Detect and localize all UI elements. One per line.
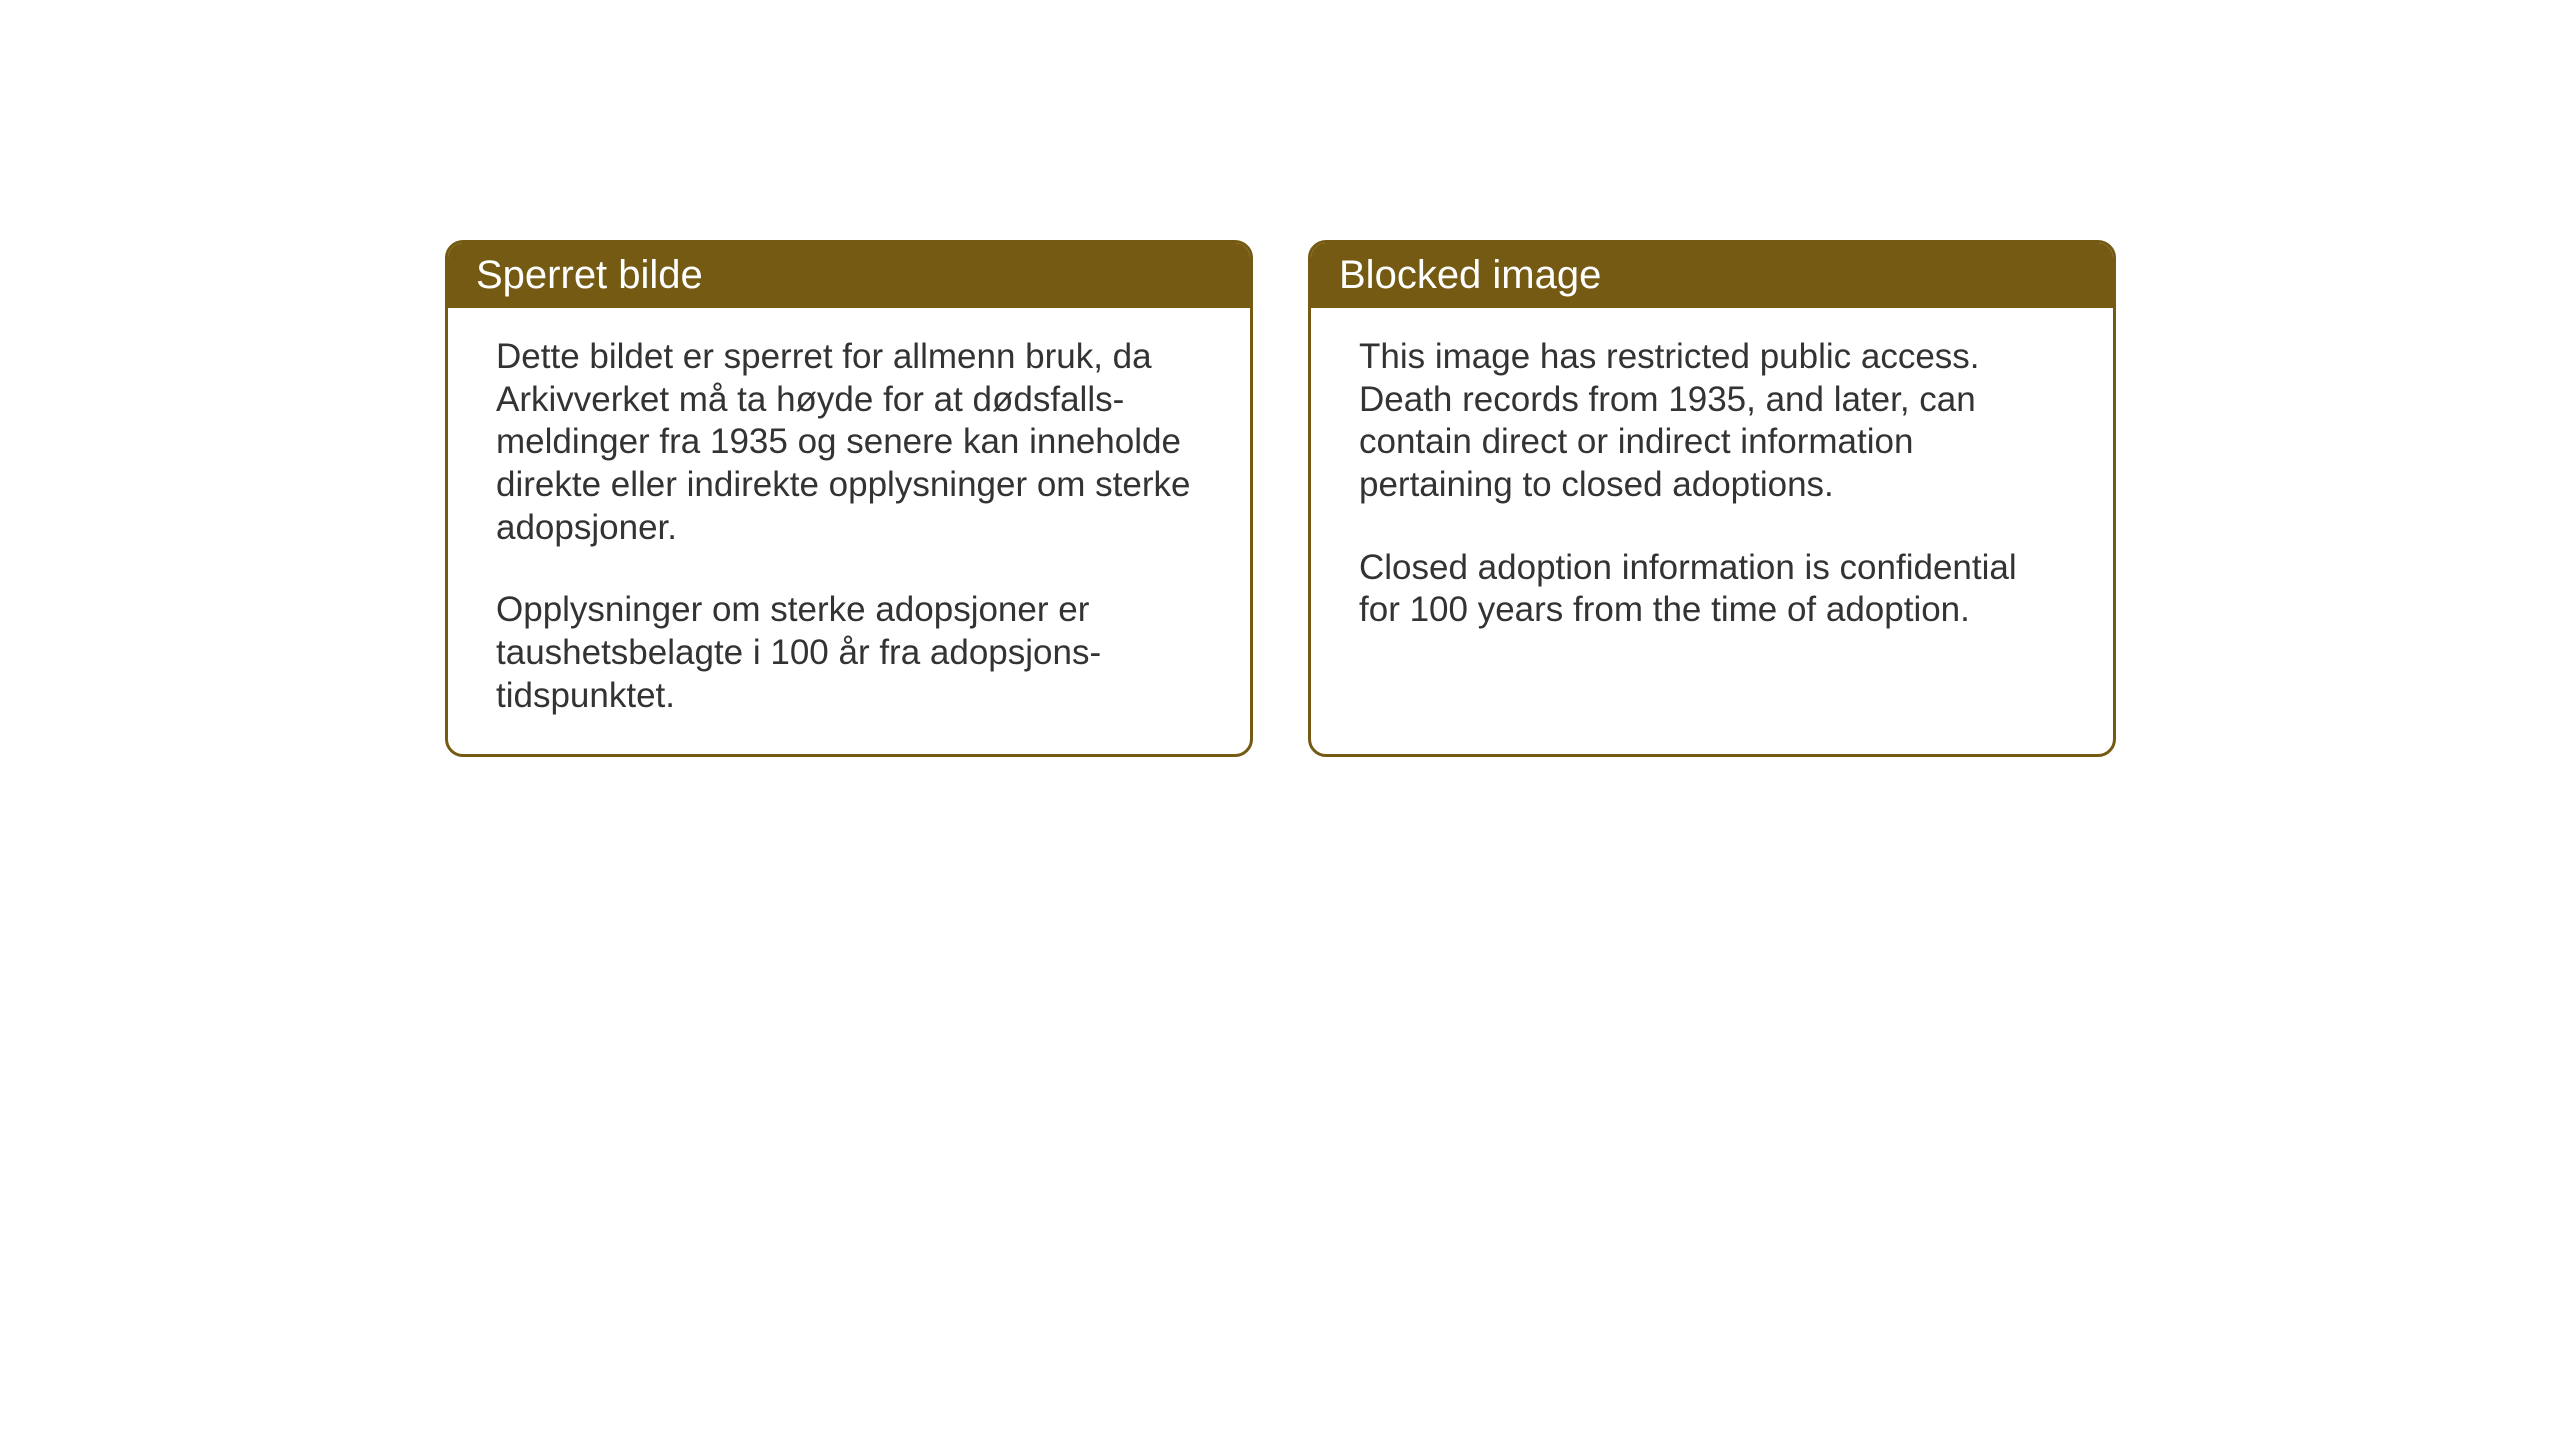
cards-container: Sperret bilde Dette bildet er sperret fo… [445,240,2116,757]
norwegian-paragraph-1: Dette bildet er sperret for allmenn bruk… [496,336,1202,549]
english-card-title: Blocked image [1339,253,1601,297]
norwegian-card-body: Dette bildet er sperret for allmenn bruk… [448,308,1250,754]
norwegian-card: Sperret bilde Dette bildet er sperret fo… [445,240,1253,757]
english-paragraph-1: This image has restricted public access.… [1359,336,2065,507]
english-paragraph-2: Closed adoption information is confident… [1359,547,2065,632]
english-card-header: Blocked image [1311,243,2113,308]
norwegian-card-title: Sperret bilde [476,253,703,297]
english-card-body: This image has restricted public access.… [1311,308,2113,668]
english-card: Blocked image This image has restricted … [1308,240,2116,757]
norwegian-paragraph-2: Opplysninger om sterke adopsjoner er tau… [496,589,1202,717]
norwegian-card-header: Sperret bilde [448,243,1250,308]
